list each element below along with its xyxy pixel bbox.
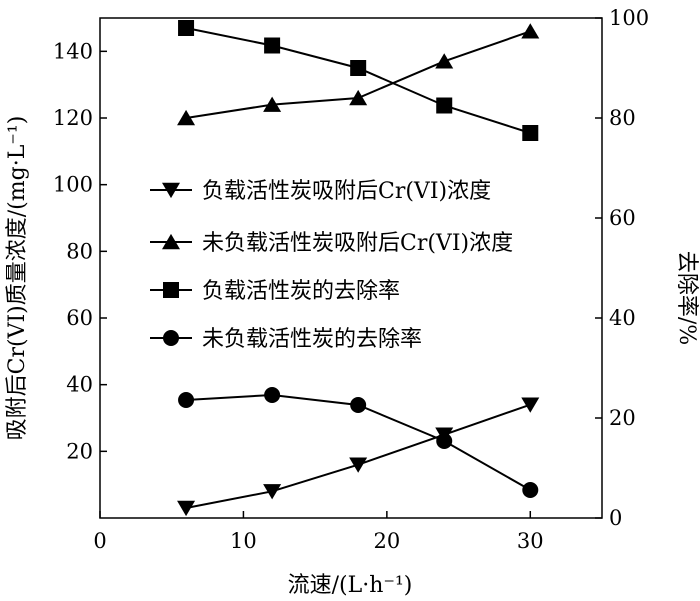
data-point bbox=[263, 484, 282, 500]
y-left-tick-label: 40 bbox=[66, 373, 93, 397]
data-point bbox=[350, 60, 367, 76]
data-point bbox=[264, 387, 281, 403]
legend-label: 未负载活性炭的去除率 bbox=[202, 327, 422, 352]
x-tick-label: 10 bbox=[230, 529, 257, 553]
x-tick-label: 0 bbox=[93, 529, 106, 553]
x-axis-title: 流速/(L·h⁻¹) bbox=[288, 573, 413, 598]
y-axis-title-right: 去除率/% bbox=[674, 251, 699, 345]
series-unloaded-concentration bbox=[177, 23, 540, 126]
series-line bbox=[185, 27, 531, 134]
y-axis-title-left: 吸附后Cr(VI)质量浓度/(mg·L⁻¹) bbox=[5, 116, 30, 441]
legend-marker bbox=[162, 182, 180, 199]
legend-marker bbox=[162, 233, 180, 250]
data-point bbox=[436, 433, 453, 449]
y-left-tick-label: 140 bbox=[53, 39, 93, 63]
data-point bbox=[177, 109, 196, 126]
x-tick-label: 20 bbox=[373, 529, 400, 553]
data-point bbox=[178, 20, 195, 36]
y-left-tick-label: 120 bbox=[53, 106, 93, 130]
legend-marker bbox=[163, 330, 179, 346]
series-loaded-removal bbox=[178, 20, 539, 141]
data-point bbox=[521, 397, 540, 413]
y-right-tick-label: 20 bbox=[609, 406, 636, 430]
y-right-tick-label: 60 bbox=[609, 206, 636, 230]
legend-marker bbox=[163, 282, 179, 298]
x-tick-label: 30 bbox=[517, 529, 544, 553]
axes: 0 10 20 30 20 40 60 80 100 120 140 0 20 40 60 80 100 bbox=[53, 6, 649, 553]
data-point bbox=[349, 457, 368, 473]
y-left-tick-label: 20 bbox=[66, 439, 93, 463]
y-left-tick-label: 100 bbox=[53, 173, 93, 197]
data-point bbox=[522, 125, 539, 141]
legend-item: 未负载活性炭吸附后Cr(VI)浓度 bbox=[150, 231, 513, 256]
data-point bbox=[264, 37, 281, 54]
data-point bbox=[177, 500, 196, 517]
data-point bbox=[350, 397, 367, 413]
data-point bbox=[349, 89, 368, 106]
legend-label: 负载活性炭的去除率 bbox=[202, 279, 400, 304]
series-layer bbox=[177, 20, 540, 517]
y-left-tick-label: 80 bbox=[66, 239, 93, 263]
y-right-tick-label: 40 bbox=[609, 306, 636, 330]
series-unloaded-removal bbox=[178, 387, 539, 498]
data-point bbox=[178, 392, 195, 408]
y-right-tick-label: 80 bbox=[609, 106, 636, 130]
y-right-tick-label: 0 bbox=[609, 506, 622, 530]
data-point bbox=[263, 96, 282, 112]
legend-label: 未负载活性炭吸附后Cr(VI)浓度 bbox=[202, 231, 513, 256]
y-left-tick-label: 60 bbox=[66, 306, 93, 330]
legend-item: 负载活性炭吸附后Cr(VI)浓度 bbox=[150, 179, 491, 204]
y-right-tick-label: 100 bbox=[609, 6, 649, 30]
plot-frame bbox=[99, 17, 603, 519]
data-point bbox=[522, 482, 539, 498]
series-line bbox=[185, 403, 531, 509]
legend: 负载活性炭吸附后Cr(VI)浓度未负载活性炭吸附后Cr(VI)浓度负载活性炭的去… bbox=[150, 179, 513, 352]
legend-item: 未负载活性炭的去除率 bbox=[150, 327, 422, 352]
data-point bbox=[435, 53, 454, 69]
legend-label: 负载活性炭吸附后Cr(VI)浓度 bbox=[202, 179, 491, 204]
series-loaded-concentration bbox=[177, 397, 540, 517]
data-point bbox=[436, 97, 453, 114]
legend-item: 负载活性炭的去除率 bbox=[150, 279, 400, 304]
data-point bbox=[521, 23, 540, 39]
